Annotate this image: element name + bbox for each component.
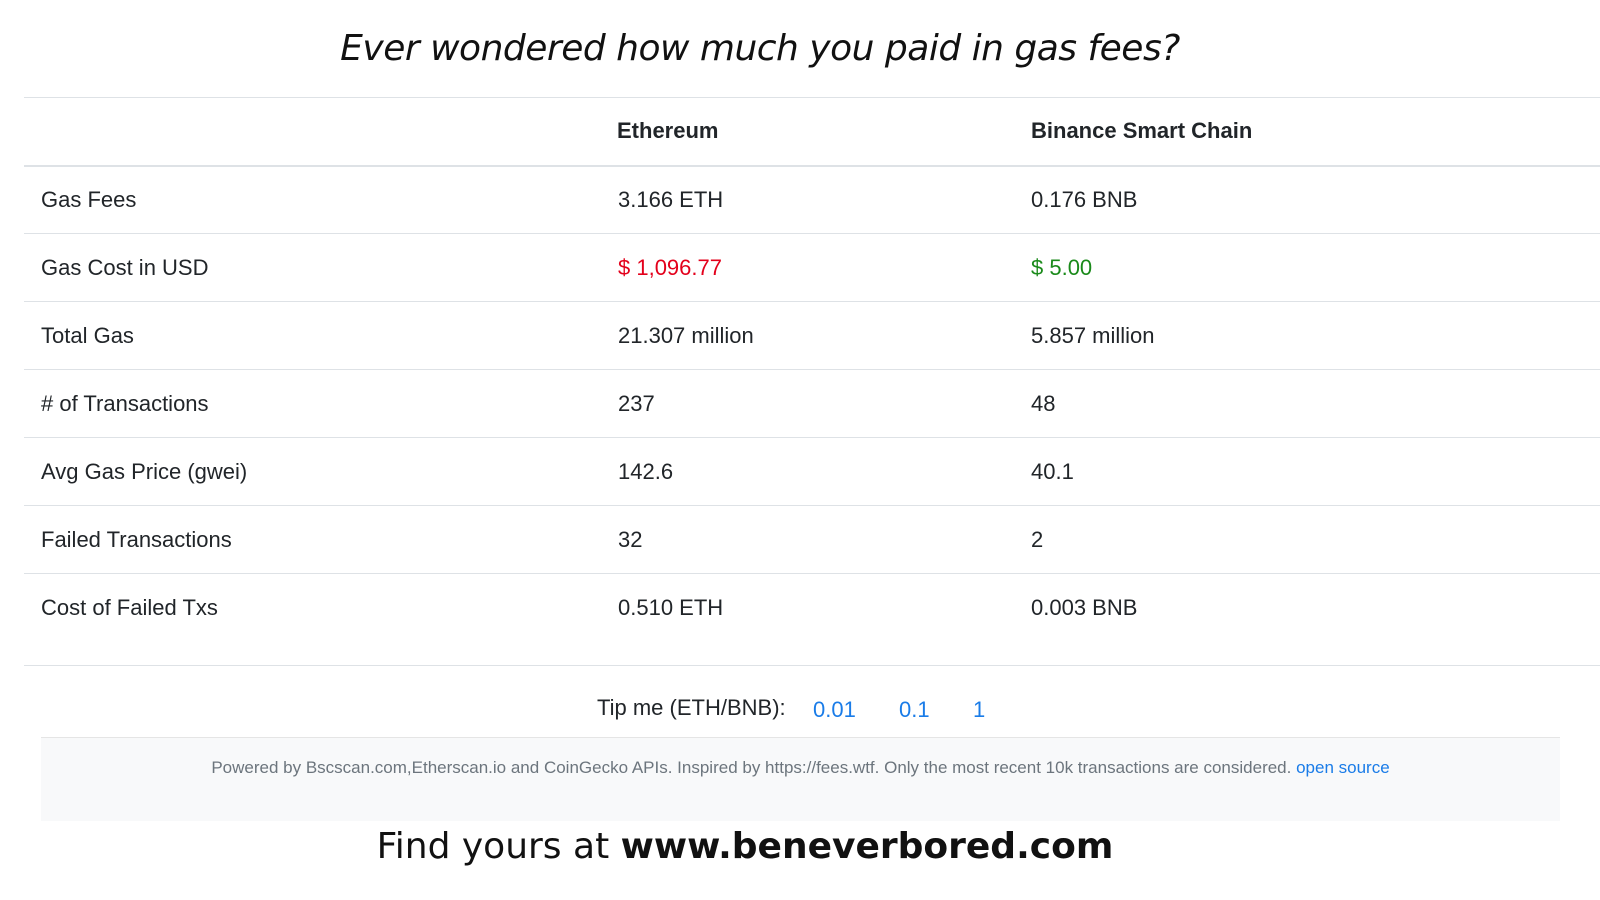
eth-cost-failed-txs-value: 0.510 ETH	[618, 594, 724, 620]
eth-total-gas-value: 21.307 million	[618, 322, 754, 348]
bottom-cta: Find yours at www.beneverbored.com	[0, 826, 1490, 867]
tip-link-1[interactable]: 1	[973, 697, 986, 722]
table-row: Avg Gas Price (gwei) 142.6 40.1	[24, 438, 1600, 506]
gas-fees-table: Ethereum Binance Smart Chain Gas Fees 3.…	[24, 97, 1600, 642]
eth-gas-cost-usd-value: $ 1,096.77	[618, 254, 722, 280]
tip-link-0-1[interactable]: 0.1	[899, 697, 930, 722]
bsc-cost-failed-txs-value: 0.003 BNB	[1031, 594, 1138, 620]
row-label-gas-fees: Gas Fees	[41, 186, 137, 212]
footer: Powered by Bscscan.com,Etherscan.io and …	[41, 737, 1560, 821]
headline: Ever wondered how much you paid in gas f…	[340, 28, 1180, 69]
eth-avg-gas-price-value: 142.6	[618, 458, 674, 484]
bsc-failed-transactions-value: 2	[1031, 526, 1044, 552]
row-label-avg-gas-price: Avg Gas Price (gwei)	[41, 458, 248, 484]
eth-failed-transactions-value: 32	[618, 526, 643, 552]
cta-url: www.beneverbored.com	[620, 826, 1114, 867]
row-label-transactions: # of Transactions	[41, 390, 209, 416]
column-header-label	[24, 98, 600, 166]
column-header-bsc: Binance Smart Chain	[1031, 118, 1253, 144]
table-header-row: Ethereum Binance Smart Chain	[24, 97, 1600, 166]
gas-fees-table-container: Ethereum Binance Smart Chain Gas Fees 3.…	[24, 97, 1600, 642]
bsc-transactions-value: 48	[1031, 390, 1056, 416]
bsc-total-gas-value: 5.857 million	[1031, 322, 1155, 348]
table-row: Failed Transactions 32 2	[24, 506, 1600, 574]
table-row: Gas Fees 3.166 ETH 0.176 BNB	[24, 166, 1600, 234]
bsc-gas-cost-usd-value: $ 5.00	[1031, 254, 1093, 280]
row-label-failed-transactions: Failed Transactions	[41, 526, 232, 552]
table-row: Cost of Failed Txs 0.510 ETH 0.003 BNB	[24, 574, 1600, 642]
open-source-link[interactable]: open source	[1296, 758, 1390, 777]
tip-link-0-01[interactable]: 0.01	[813, 697, 856, 722]
row-label-cost-failed-txs: Cost of Failed Txs	[41, 594, 218, 620]
table-row: # of Transactions 237 48	[24, 370, 1600, 438]
tip-label: Tip me (ETH/BNB):	[597, 695, 786, 720]
row-label-gas-cost-usd: Gas Cost in USD	[41, 254, 209, 280]
bsc-avg-gas-price-value: 40.1	[1031, 458, 1074, 484]
section-divider	[24, 665, 1600, 666]
bsc-gas-fees-value: 0.176 BNB	[1031, 186, 1138, 212]
eth-gas-fees-value: 3.166 ETH	[618, 186, 724, 212]
cta-prefix: Find yours at	[376, 826, 621, 867]
footer-credits: Powered by Bscscan.com,Etherscan.io and …	[211, 758, 1297, 777]
eth-transactions-value: 237	[618, 390, 655, 416]
column-header-ethereum: Ethereum	[617, 118, 719, 144]
row-label-total-gas: Total Gas	[41, 322, 134, 348]
tip-row: Tip me (ETH/BNB): 0.01 0.1 1	[0, 693, 1600, 727]
table-row: Gas Cost in USD $ 1,096.77 $ 5.00	[24, 234, 1600, 302]
footer-text-line: Powered by Bscscan.com,Etherscan.io and …	[41, 758, 1560, 778]
table-row: Total Gas 21.307 million 5.857 million	[24, 302, 1600, 370]
